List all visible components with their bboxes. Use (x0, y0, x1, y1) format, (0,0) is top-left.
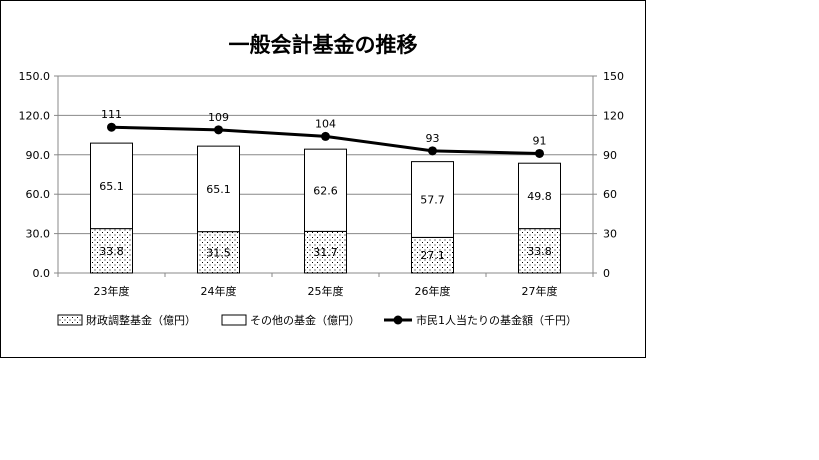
bar-zaisei-chosei (304, 230, 347, 274)
x-tick-label: 25年度 (308, 284, 344, 298)
y-left-tick-label: 120.0 (19, 109, 51, 122)
y-right-tick-label: 0 (603, 267, 610, 280)
bar-zaisei-chosei (90, 228, 133, 274)
y-right-tick-label: 90 (603, 149, 617, 162)
legend-swatch-sonota (221, 314, 247, 326)
data-label-per-capita: 93 (426, 132, 440, 145)
data-label-zaisei-chosei: 33.8 (99, 245, 124, 258)
chart-area: 一般会計基金の推移 0.0 0 30.0 30 60.0 60 90.0 90 120.0 120 1… (0, 0, 646, 358)
data-label-per-capita: 111 (101, 108, 122, 121)
bar-sonota (304, 148, 347, 232)
line-point (214, 125, 223, 135)
bar-zaisei-chosei (518, 228, 561, 274)
data-label-per-capita: 91 (533, 134, 547, 147)
x-tick-label: 26年度 (415, 284, 451, 298)
bar-zaisei-chosei (197, 231, 240, 274)
bar-zaisei-chosei (411, 236, 454, 274)
data-label-sonota: 57.7 (420, 194, 445, 207)
bar-sonota (197, 145, 240, 233)
bar-sonota (90, 142, 133, 230)
data-label-zaisei-chosei: 33.8 (527, 245, 552, 258)
line-point (428, 146, 437, 156)
y-right-tick-label: 60 (603, 188, 617, 201)
chart-title: 一般会計基金の推移 (229, 33, 418, 57)
legend-label-zaisei-chosei: 財政調整基金（億円） (86, 313, 196, 327)
y-right-tick-label: 120 (603, 109, 624, 122)
data-label-sonota: 65.1 (206, 183, 231, 196)
y-right-tick-label: 30 (603, 228, 617, 241)
data-label-sonota: 62.6 (313, 184, 338, 197)
x-tick-label: 24年度 (201, 284, 237, 298)
y-left-tick-label: 0.0 (33, 267, 51, 280)
legend-swatch-zaisei-chosei (57, 314, 83, 326)
chart-svg: 一般会計基金の推移 0.0 0 30.0 30 60.0 60 90.0 90 120.0 120 1… (19, 33, 625, 327)
y-left-tick-label: 30.0 (26, 228, 51, 241)
y-left-tick-label: 150.0 (19, 70, 51, 83)
data-label-zaisei-chosei: 27.1 (420, 249, 445, 262)
legend-label-sonota: その他の基金（億円） (250, 313, 360, 327)
legend-label-per-capita: 市民1人当たりの基金額（千円） (416, 313, 577, 327)
data-label-per-capita: 109 (208, 111, 229, 124)
line-point (107, 122, 116, 132)
y-left-tick-label: 60.0 (26, 188, 51, 201)
line-point (321, 131, 330, 141)
x-tick-label: 27年度 (522, 284, 558, 298)
legend-swatch-per-capita-marker (393, 315, 403, 325)
bar-sonota (518, 162, 561, 230)
data-label-zaisei-chosei: 31.5 (206, 246, 231, 259)
y-right-tick-label: 150 (603, 70, 624, 83)
line-point (535, 148, 544, 158)
data-label-sonota: 65.1 (99, 180, 124, 193)
data-label-sonota: 49.8 (527, 190, 552, 203)
y-left-tick-label: 90.0 (26, 149, 51, 162)
data-label-per-capita: 104 (315, 117, 336, 130)
data-label-zaisei-chosei: 31.7 (313, 246, 338, 259)
bar-sonota (411, 161, 454, 238)
x-tick-label: 23年度 (94, 284, 130, 298)
